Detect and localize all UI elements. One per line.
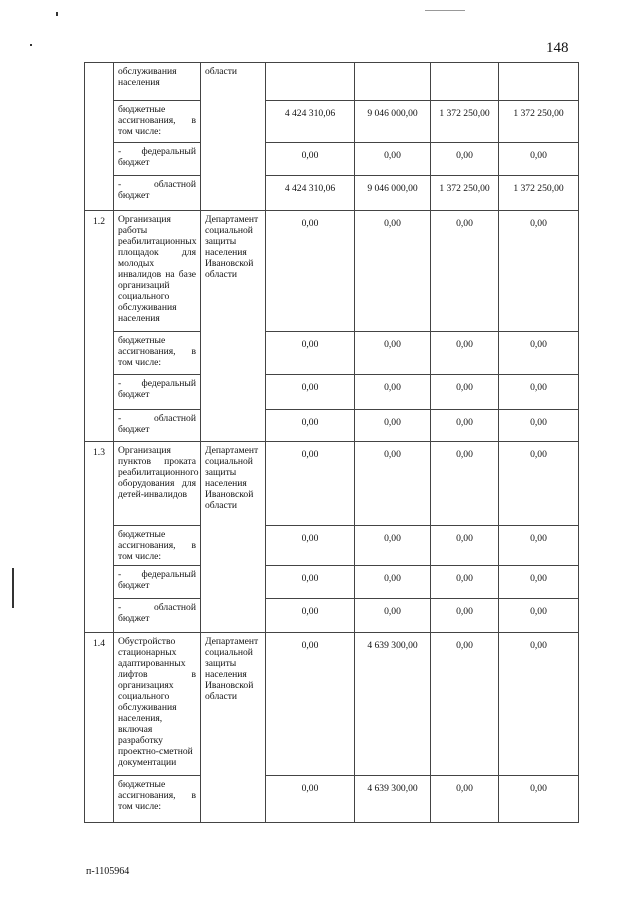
amount-cell: 0,00 [265,441,355,526]
amount-cell: 0,00 [265,565,355,599]
amount-cell: 0,00 [430,598,499,633]
amount-cell: 0,00 [498,632,579,776]
amount-cell: 0,00 [498,441,579,526]
responsible-department: Департамент социальной защиты населения … [200,441,266,633]
responsible-department: области [200,62,266,211]
responsible-department: Департамент социальной защиты населения … [200,632,266,823]
table-row: - федеральный бюджет 0,00 0,00 0,00 0,00 [85,374,579,410]
amount-cell: 0,00 [430,142,499,176]
row-label: - федеральный бюджет [113,374,201,410]
row-label: Обустройство стационарных адаптированных… [113,632,201,776]
row-label: - областной бюджет [113,175,201,211]
row-label: Организация работы реабилитационных площ… [113,210,201,332]
amount-cell: 0,00 [498,598,579,633]
amount-cell: 0,00 [430,409,499,442]
budget-table: обслуживания населения области бюджетные а… [84,62,579,823]
amount-cell: 4 639 300,00 [354,632,431,776]
amount-cell [430,62,499,101]
item-number: 1.3 [84,441,114,633]
amount-cell: 0,00 [265,210,355,332]
amount-cell: 0,00 [430,632,499,776]
row-label: - областной бюджет [113,409,201,442]
amount-cell: 4 424 310,06 [265,175,355,211]
table-row: бюджетные ассигнования, в том числе: 0,00… [85,331,579,375]
amount-cell: 0,00 [265,525,355,566]
table-row: - областной бюджет 0,00 0,00 0,00 0,00 [85,409,579,442]
table-row: - областной бюджет 4 424 310,06 9 046 000,… [85,175,579,211]
amount-cell: 0,00 [354,331,431,375]
amount-cell [498,62,579,101]
amount-cell: 0,00 [498,565,579,599]
table-row: бюджетные ассигнования, в том числе: 0,00… [85,525,579,566]
scan-speck [56,12,58,16]
row-label: Организация пунктов проката реабилитацио… [113,441,201,526]
page-number: 148 [546,40,569,56]
amount-cell: 1 372 250,00 [430,100,499,143]
amount-cell: 0,00 [354,525,431,566]
item-number [84,62,114,211]
amount-cell: 4 424 310,06 [265,100,355,143]
row-label: - федеральный бюджет [113,565,201,599]
row-label: бюджетные ассигнования, в том числе: [113,525,201,566]
amount-cell: 0,00 [498,409,579,442]
row-label: обслуживания населения [113,62,201,101]
scan-mark [12,568,14,608]
amount-cell: 0,00 [265,632,355,776]
amount-cell: 0,00 [265,374,355,410]
row-label: бюджетные ассигнования, в том числе: [113,331,201,375]
amount-cell: 0,00 [430,775,499,823]
amount-cell: 0,00 [430,441,499,526]
amount-cell: 1 372 250,00 [498,175,579,211]
amount-cell: 0,00 [354,441,431,526]
row-label: - областной бюджет [113,598,201,633]
amount-cell: 0,00 [498,331,579,375]
amount-cell: 0,00 [265,598,355,633]
amount-cell: 0,00 [354,565,431,599]
table-row: обслуживания населения области [84,62,579,211]
amount-cell: 0,00 [498,142,579,176]
item-number: 1.2 [84,210,114,442]
table-row: 1.2 Организация работы реабилитационных п… [84,210,579,442]
amount-cell: 0,00 [430,331,499,375]
amount-cell: 0,00 [265,775,355,823]
amount-cell: 4 639 300,00 [354,775,431,823]
amount-cell: 0,00 [265,142,355,176]
amount-cell: 0,00 [498,374,579,410]
table-row: 1.4 Обустройство стационарных адаптирован… [84,632,579,823]
table-row: - федеральный бюджет 0,00 0,00 0,00 0,00 [85,142,579,176]
amount-cell: 0,00 [354,142,431,176]
item-number: 1.4 [84,632,114,823]
table-row: 1.3 Организация пунктов проката реабилита… [84,441,579,633]
amount-cell: 0,00 [265,331,355,375]
row-label: бюджетные ассигнования, в том числе: [113,775,201,823]
scan-line [425,10,465,11]
amount-cell: 0,00 [265,409,355,442]
amount-cell: 9 046 000,00 [354,175,431,211]
scan-speck [30,44,32,46]
amount-cell: 0,00 [354,374,431,410]
table-row: - областной бюджет 0,00 0,00 0,00 0,00 [85,598,579,633]
amount-cell: 1 372 250,00 [498,100,579,143]
table-row: бюджетные ассигнования, в том числе: 0,00… [85,775,579,823]
amount-cell: 0,00 [430,210,499,332]
responsible-department: Департамент социальной защиты населения … [200,210,266,442]
document-code: п-1105964 [86,866,130,877]
row-label: - федеральный бюджет [113,142,201,176]
amount-cell [265,62,355,101]
amount-cell: 0,00 [430,525,499,566]
amount-cell: 0,00 [354,598,431,633]
amount-cell: 0,00 [498,775,579,823]
table-row: бюджетные ассигнования, в том числе: 4 42… [85,100,579,143]
table-row: - федеральный бюджет 0,00 0,00 0,00 0,00 [85,565,579,599]
amount-cell: 1 372 250,00 [430,175,499,211]
amount-cell: 0,00 [430,374,499,410]
amount-cell [354,62,431,101]
amount-cell: 0,00 [498,525,579,566]
amount-cell: 0,00 [498,210,579,332]
amount-cell: 0,00 [354,409,431,442]
row-label: бюджетные ассигнования, в том числе: [113,100,201,143]
amount-cell: 0,00 [354,210,431,332]
amount-cell: 9 046 000,00 [354,100,431,143]
amount-cell: 0,00 [430,565,499,599]
